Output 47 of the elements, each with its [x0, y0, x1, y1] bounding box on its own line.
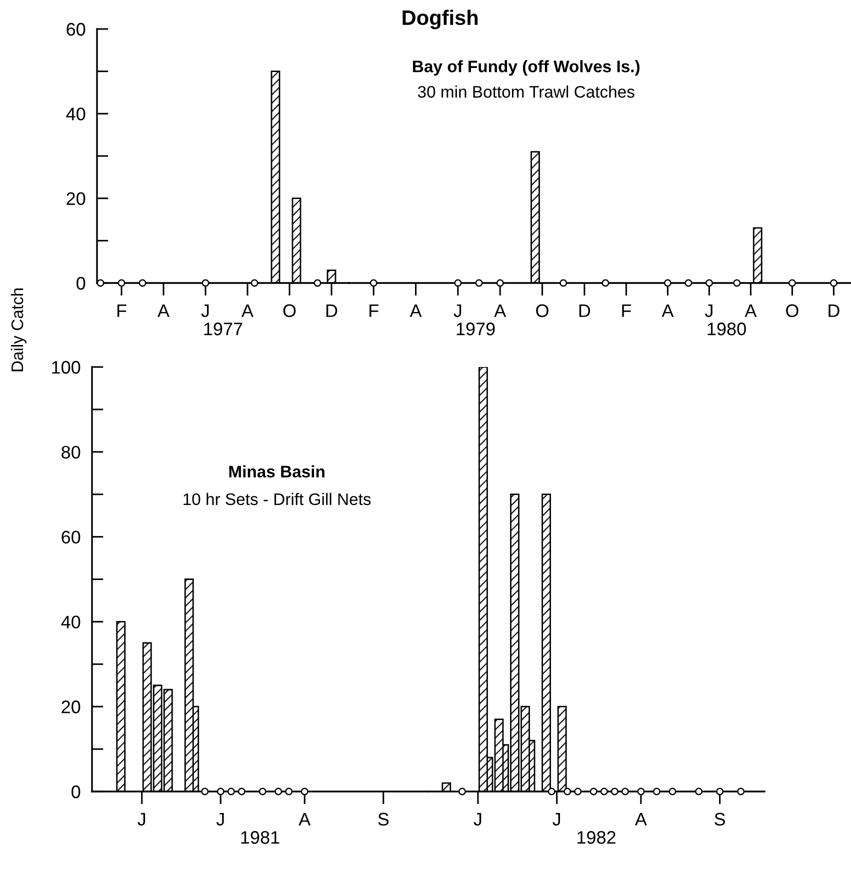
x-tick-label: O [536, 304, 548, 318]
y-tick-label: 60 [66, 22, 86, 36]
y-axis-title: Daily Catch [10, 288, 26, 372]
x-axis-title: 1980 [708, 322, 746, 336]
y-tick-label: 0 [72, 785, 80, 798]
x-axis-title: 1982 [578, 831, 616, 844]
x-tick-label: S [714, 812, 725, 826]
y-tick-label: 60 [62, 530, 80, 544]
x-tick-label: F [117, 304, 126, 317]
x-tick-label: O [786, 304, 798, 318]
text: Bay of Fundy (off Wolves Is.) [413, 60, 640, 76]
x-tick-label: J [552, 812, 560, 826]
x-tick-label: D [326, 304, 338, 317]
text: Minas Basin [229, 465, 324, 478]
x-tick-label: A [634, 812, 647, 826]
x-tick-label: O [283, 304, 296, 318]
y-tick-label: 40 [61, 616, 80, 628]
x-tick-label: J [704, 304, 712, 318]
x-tick-label: A [158, 304, 170, 317]
x-tick-label: A [744, 304, 757, 317]
y-tick-label: 20 [66, 192, 86, 206]
x-tick-label: A [494, 304, 506, 317]
x-tick-label: D [828, 304, 840, 317]
x-tick-label: A [242, 304, 254, 317]
x-tick-label: A [298, 812, 311, 826]
x-axis-title: 1977 [204, 322, 242, 336]
annotation: 10 hr Sets - Drift Gill Nets [184, 492, 371, 506]
x-tick-label: S [378, 812, 389, 826]
x-tick-label: J [138, 812, 146, 826]
annotation: 30 min Bottom Trawl Catches [418, 86, 634, 98]
y-tick-label: 100 [52, 360, 80, 374]
x-axis-title: 1979 [456, 322, 495, 336]
x-tick-label: F [370, 304, 378, 317]
x-tick-label: A [662, 304, 674, 317]
x-tick-label: J [474, 812, 482, 826]
x-tick-label: A [410, 304, 422, 317]
x-tick-label: J [454, 304, 462, 318]
chart-title: Dogfish [402, 10, 478, 30]
x-tick-label: F [622, 304, 631, 317]
x-tick-label: D [579, 304, 590, 317]
x-tick-label: J [201, 304, 209, 318]
x-tick-label: J [216, 812, 224, 826]
y-tick-label: 20 [62, 700, 80, 714]
y-tick-label: 80 [62, 446, 80, 459]
x-axis-title: 1981 [241, 831, 280, 844]
y-tick-label: 0 [76, 276, 86, 290]
y-tick-label: 40 [66, 108, 86, 120]
